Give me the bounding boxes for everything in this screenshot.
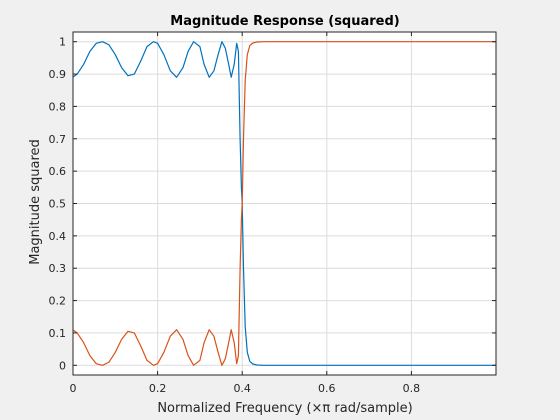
- y-tick-label: 0.5: [49, 198, 67, 211]
- series-lines: [72, 41, 496, 366]
- y-tick-label: 0: [59, 359, 66, 372]
- y-tick-label: 1: [59, 36, 66, 49]
- y-tick-label: 0.3: [49, 262, 67, 275]
- x-tick-label: 0: [70, 382, 77, 395]
- y-axis-label: Magnitude squared: [28, 139, 43, 265]
- y-tick-label: 0.9: [49, 68, 67, 81]
- x-axis-label: Normalized Frequency (×π rad/sample): [157, 401, 412, 416]
- series-1-line: [72, 41, 496, 366]
- y-tick-label: 0.7: [49, 133, 67, 146]
- x-tick-label: 0.2: [149, 382, 167, 395]
- series-2-line: [72, 41, 496, 366]
- y-tick-label: 0.6: [49, 165, 67, 178]
- x-tick-label: 0.4: [233, 382, 251, 395]
- x-axis-ticks: 0 0.2 0.4 0.6 0.8: [70, 32, 421, 395]
- grid-lines: [72, 32, 496, 375]
- y-tick-label: 0.4: [49, 230, 67, 243]
- y-tick-label: 0.2: [49, 295, 67, 308]
- x-tick-label: 0.6: [318, 382, 336, 395]
- chart-title: Magnitude Response (squared): [170, 14, 399, 29]
- y-tick-label: 0.1: [49, 327, 67, 340]
- y-axis-ticks: 0 0.1 0.2 0.3 0.4 0.5 0.6 0.7 0.8 0.9 1: [49, 36, 496, 372]
- x-tick-label: 0.8: [403, 382, 421, 395]
- y-tick-label: 0.8: [49, 100, 67, 113]
